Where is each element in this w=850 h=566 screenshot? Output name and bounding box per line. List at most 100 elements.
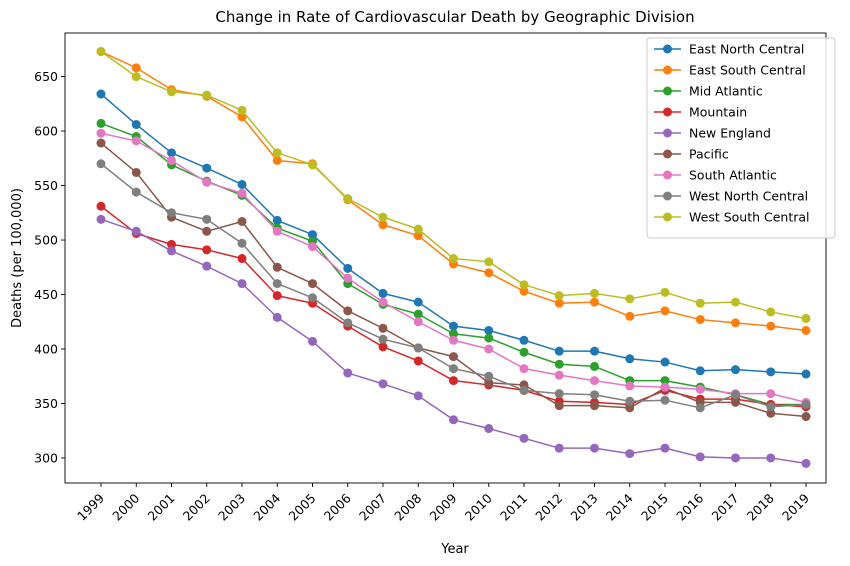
- data-point-mountain: [202, 245, 212, 255]
- data-point-new-england: [167, 246, 176, 256]
- data-point-mountain: [96, 201, 106, 211]
- data-point-east-north-central: [625, 354, 635, 364]
- legend-item-pacific: Pacific: [654, 147, 729, 162]
- data-point-new-england: [449, 415, 458, 425]
- data-point-south-atlantic: [484, 344, 494, 354]
- data-point-east-north-central: [343, 263, 353, 273]
- data-point-west-north-central: [449, 364, 458, 374]
- data-point-mid-atlantic: [449, 329, 458, 339]
- x-tick-label: 2007: [356, 491, 389, 524]
- data-point-east-north-central: [308, 230, 317, 240]
- data-point-south-atlantic: [272, 226, 282, 236]
- data-point-south-atlantic: [766, 389, 776, 399]
- data-point-west-south-central: [96, 47, 106, 57]
- x-tick-label: 2002: [180, 491, 213, 524]
- data-point-west-south-central: [801, 313, 811, 323]
- legend-item-west-south-central: West South Central: [654, 210, 810, 225]
- data-point-new-england: [519, 433, 529, 443]
- data-point-mountain: [272, 291, 282, 301]
- data-point-east-north-central: [519, 335, 529, 345]
- data-point-east-north-central: [202, 163, 212, 173]
- y-tick-label: 350: [34, 396, 58, 411]
- legend-swatch-marker: [663, 44, 672, 54]
- data-point-mountain: [413, 356, 423, 366]
- legend-item-south-atlantic: South Atlantic: [654, 168, 777, 183]
- data-point-new-england: [272, 312, 282, 322]
- data-point-west-north-central: [413, 343, 423, 353]
- legend-label: Mid Atlantic: [689, 84, 763, 99]
- data-point-west-south-central: [131, 72, 141, 82]
- data-point-mountain: [378, 342, 388, 352]
- legend-swatch-marker: [663, 128, 672, 138]
- data-point-west-south-central: [308, 160, 317, 170]
- data-point-south-atlantic: [237, 188, 247, 198]
- legend: East North Central East South Central Mid …: [646, 37, 836, 239]
- x-tick-label: 2015: [638, 491, 671, 524]
- data-point-east-north-central: [378, 288, 388, 298]
- y-tick-label: 450: [34, 287, 58, 302]
- data-point-new-england: [590, 443, 599, 453]
- legend-label: West North Central: [689, 189, 808, 204]
- data-point-west-north-central: [131, 187, 141, 197]
- data-point-east-south-central: [731, 318, 740, 328]
- data-point-new-england: [731, 453, 740, 463]
- data-point-pacific: [484, 378, 494, 388]
- legend-label: East South Central: [689, 63, 806, 78]
- data-point-east-north-central: [272, 215, 282, 225]
- data-point-west-south-central: [554, 291, 564, 301]
- data-point-mid-atlantic: [660, 376, 670, 386]
- data-point-east-north-central: [801, 369, 811, 379]
- data-point-west-south-central: [484, 257, 494, 267]
- x-tick-label: 2006: [321, 490, 354, 523]
- y-tick-label: 300: [34, 450, 58, 465]
- data-point-west-north-central: [272, 279, 282, 289]
- legend-item-mid-atlantic: Mid Atlantic: [654, 84, 763, 99]
- data-point-east-south-central: [131, 63, 141, 73]
- data-point-mountain: [449, 376, 458, 386]
- data-point-new-england: [484, 424, 494, 434]
- data-point-west-south-central: [519, 280, 529, 290]
- data-point-south-atlantic: [554, 370, 564, 380]
- x-tick-label: 2016: [673, 490, 706, 523]
- data-point-pacific: [449, 352, 458, 362]
- data-point-pacific: [731, 397, 740, 407]
- x-tick-label: 2009: [427, 490, 460, 523]
- data-point-pacific: [590, 401, 599, 411]
- x-tick-label: 2014: [603, 490, 636, 523]
- data-point-south-atlantic: [378, 297, 388, 307]
- data-point-west-south-central: [731, 297, 740, 307]
- data-point-west-south-central: [343, 194, 353, 204]
- data-point-west-north-central: [484, 371, 494, 381]
- data-point-pacific: [96, 138, 106, 148]
- data-point-west-south-central: [237, 105, 247, 115]
- data-point-south-atlantic: [96, 128, 106, 138]
- x-tick-label: 2017: [709, 491, 742, 524]
- data-point-west-south-central: [272, 148, 282, 158]
- data-point-west-south-central: [202, 90, 212, 100]
- legend-swatch-marker: [663, 149, 672, 159]
- data-point-new-england: [131, 226, 141, 236]
- data-point-east-south-central: [625, 311, 635, 321]
- data-point-mid-atlantic: [590, 361, 599, 371]
- legend-swatch-marker: [663, 86, 672, 96]
- data-point-new-england: [237, 279, 247, 289]
- legend-swatch-marker: [663, 65, 672, 75]
- legend-label: West South Central: [689, 210, 810, 225]
- data-point-west-south-central: [590, 288, 599, 298]
- data-point-east-south-central: [660, 306, 670, 316]
- series-east-north-central: [96, 89, 811, 379]
- legend-frame: [646, 37, 836, 239]
- data-point-south-atlantic: [413, 317, 423, 327]
- data-point-west-south-central: [449, 254, 458, 264]
- data-point-west-north-central: [378, 334, 388, 344]
- legend-label: East North Central: [689, 42, 804, 57]
- data-point-west-north-central: [554, 389, 564, 399]
- data-point-pacific: [131, 167, 141, 177]
- series-west-south-central: [96, 47, 811, 323]
- data-point-west-south-central: [695, 298, 705, 308]
- legend-label: South Atlantic: [689, 168, 777, 183]
- data-point-west-north-central: [308, 293, 317, 303]
- data-point-west-south-central: [766, 307, 776, 317]
- data-point-east-north-central: [449, 321, 458, 331]
